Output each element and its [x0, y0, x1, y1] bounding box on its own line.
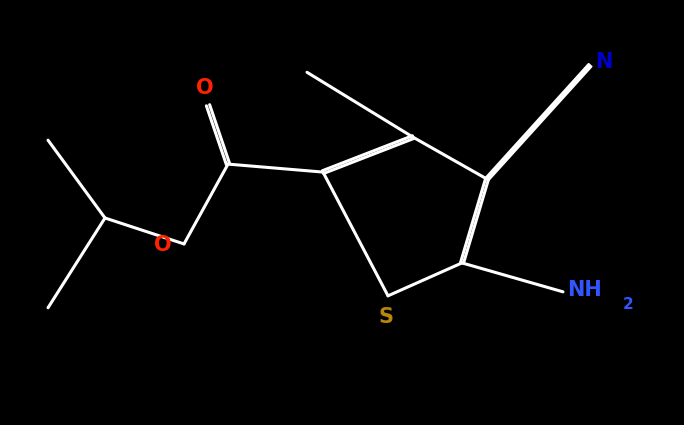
- Text: NH: NH: [567, 280, 602, 300]
- Text: O: O: [196, 78, 213, 99]
- Text: N: N: [596, 52, 613, 72]
- Text: 2: 2: [622, 297, 633, 312]
- Text: S: S: [378, 307, 393, 327]
- Text: O: O: [154, 235, 172, 255]
